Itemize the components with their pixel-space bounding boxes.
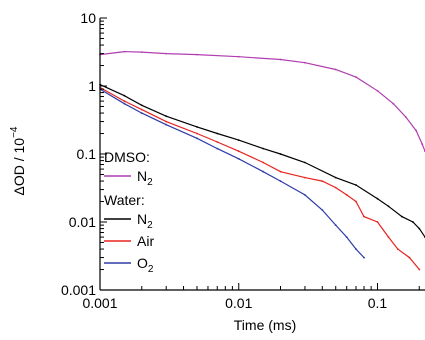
data-point bbox=[237, 150, 240, 153]
y-tick-label: 10 bbox=[80, 10, 96, 26]
legend-entry-label: N2 bbox=[137, 168, 153, 188]
axes-layer: 0.001 0.01 0.1 1 10 0.001 0.01 0.1 bbox=[61, 10, 425, 311]
data-point bbox=[165, 123, 168, 126]
data-point bbox=[216, 147, 219, 150]
data-point bbox=[123, 50, 126, 53]
data-point bbox=[123, 94, 126, 97]
data-point bbox=[279, 153, 282, 155]
x-tick-label: 0.01 bbox=[225, 295, 252, 311]
x-axis-title: Time (ms) bbox=[234, 317, 296, 333]
data-point bbox=[418, 268, 421, 271]
data-point bbox=[376, 89, 379, 92]
data-point bbox=[376, 197, 379, 200]
data-point bbox=[196, 53, 198, 56]
data-point bbox=[237, 55, 240, 58]
data-point bbox=[165, 120, 168, 123]
data-point bbox=[396, 248, 399, 251]
legend-group-heading: DMSO: bbox=[104, 149, 150, 165]
data-point bbox=[401, 215, 403, 218]
data-point bbox=[196, 137, 198, 140]
data-point bbox=[304, 176, 306, 179]
y-tick-label: 0.1 bbox=[77, 146, 97, 162]
data-point bbox=[279, 58, 282, 61]
data-point bbox=[262, 147, 265, 150]
data-point bbox=[421, 143, 424, 146]
data-point bbox=[334, 68, 337, 71]
legend: DMSO: N2 Water: N2 Air O2 bbox=[104, 149, 154, 275]
data-point bbox=[415, 129, 418, 132]
data-point bbox=[355, 248, 357, 251]
data-point bbox=[279, 170, 282, 173]
data-point bbox=[355, 184, 357, 186]
data-point bbox=[392, 102, 395, 105]
y-axis-title-base: ΔOD / 10 bbox=[11, 138, 27, 196]
y-axis-title-exponent: −4 bbox=[9, 126, 20, 138]
data-point bbox=[237, 139, 240, 142]
data-point bbox=[363, 256, 365, 259]
data-point bbox=[345, 236, 348, 239]
data-point bbox=[304, 61, 306, 64]
data-point bbox=[140, 104, 143, 107]
data-point bbox=[355, 76, 357, 78]
data-point bbox=[418, 227, 421, 230]
series-line-3 bbox=[99, 86, 420, 270]
y-tick-label: 1 bbox=[88, 78, 96, 94]
data-point bbox=[123, 102, 126, 105]
data-point bbox=[262, 161, 265, 164]
y-tick-label: 0.001 bbox=[61, 282, 96, 298]
data-point bbox=[196, 132, 198, 135]
legend-entry-label: O2 bbox=[137, 255, 154, 275]
y-tick-label: 0.01 bbox=[69, 214, 96, 230]
legend-entry-label: Air bbox=[137, 233, 154, 249]
data-point bbox=[355, 200, 357, 203]
x-tick-label: 0.001 bbox=[82, 295, 117, 311]
data-point bbox=[387, 205, 390, 208]
data-point bbox=[345, 194, 348, 196]
data-point bbox=[334, 224, 337, 227]
legend-group-heading: Water: bbox=[104, 192, 145, 208]
data-point bbox=[196, 126, 198, 128]
series-layer bbox=[99, 50, 425, 271]
data-point bbox=[387, 236, 390, 239]
data-point bbox=[304, 161, 306, 164]
data-point bbox=[334, 176, 337, 179]
legend-entry-label: N2 bbox=[137, 211, 153, 231]
data-point bbox=[262, 170, 265, 173]
data-point bbox=[216, 132, 219, 135]
data-point bbox=[140, 112, 143, 114]
series-line-2 bbox=[99, 84, 425, 238]
x-tick-label: 0.1 bbox=[368, 295, 388, 311]
data-point bbox=[412, 221, 414, 223]
series-line-1 bbox=[99, 50, 425, 152]
data-point bbox=[334, 186, 337, 189]
data-point bbox=[279, 180, 282, 183]
data-point bbox=[321, 180, 324, 183]
data-point bbox=[363, 215, 365, 218]
y-axis-title: ΔOD / 10−4 bbox=[9, 126, 27, 195]
data-point bbox=[165, 115, 168, 118]
data-point bbox=[404, 116, 407, 118]
data-point bbox=[408, 256, 411, 259]
data-point bbox=[123, 100, 126, 102]
data-point bbox=[216, 141, 219, 143]
data-point bbox=[321, 209, 324, 211]
data-point bbox=[165, 52, 168, 55]
data-point bbox=[237, 157, 240, 160]
data-point bbox=[304, 194, 306, 196]
data-point bbox=[376, 221, 379, 223]
data-point bbox=[140, 108, 143, 111]
data-point bbox=[140, 51, 143, 53]
